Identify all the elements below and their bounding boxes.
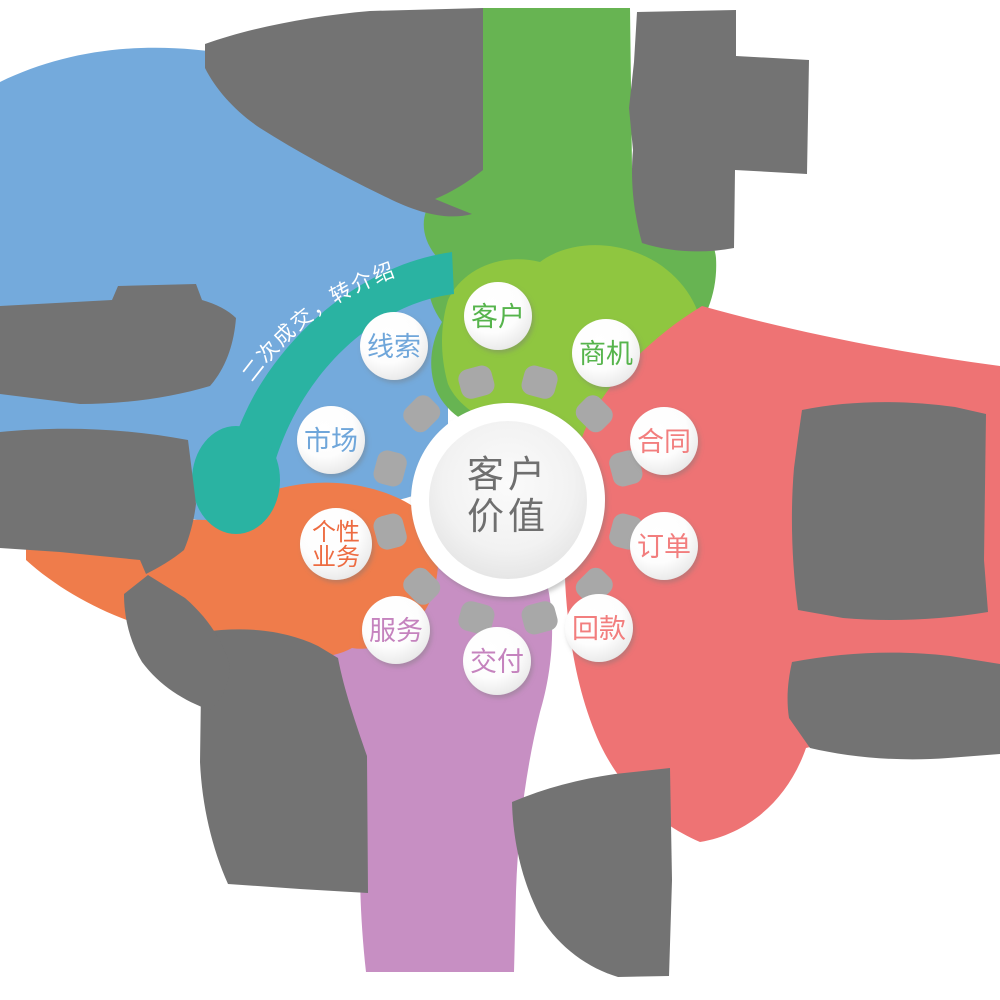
redacted-blob-bottom-left xyxy=(200,629,368,893)
gear-tooth xyxy=(403,395,441,433)
node-label-line2: 业务 xyxy=(312,543,360,571)
node-hetong: 合同 xyxy=(630,407,698,475)
redacted-text-blobs xyxy=(0,8,1000,977)
node-shichang: 市场 xyxy=(297,406,365,474)
node-bubble-circle xyxy=(463,627,531,695)
node-bubble-circle xyxy=(565,594,633,662)
node-bubble-circle xyxy=(360,312,428,380)
redacted-blob-right-lower xyxy=(787,652,1000,760)
node-jiaofu: 交付 xyxy=(463,627,531,695)
node-label: 服务 xyxy=(369,616,423,647)
redacted-blob-bottom-right xyxy=(512,768,672,977)
redacted-blob-right-upper xyxy=(791,402,988,620)
gear-tooth xyxy=(458,365,495,399)
redacted-blob-left-mid xyxy=(0,428,196,574)
node-huikuan: 回款 xyxy=(565,594,633,662)
node-bubble-circle xyxy=(297,406,365,474)
gear-tooth xyxy=(373,450,407,487)
center-circle xyxy=(429,421,587,579)
node-bubbles: 客户 商机 线索 市场 合同 订单 回款 交付 xyxy=(297,282,698,695)
node-xiansuo: 线索 xyxy=(360,312,428,380)
gear-tooth xyxy=(373,513,407,550)
gear-tooth xyxy=(609,450,643,487)
gear-tooth xyxy=(403,567,441,605)
node-label: 回款 xyxy=(572,614,626,645)
node-kehu: 客户 xyxy=(464,282,532,350)
referral-arc xyxy=(192,252,454,534)
node-bubble-circle xyxy=(572,319,640,387)
node-fuwu: 服务 xyxy=(362,596,430,664)
node-label: 合同 xyxy=(637,427,691,458)
node-shangji: 商机 xyxy=(572,319,640,387)
gear-tooth xyxy=(521,601,558,635)
node-bubble-circle xyxy=(464,282,532,350)
gear-tooth xyxy=(458,601,495,635)
node-label-line1: 个性 xyxy=(312,518,360,546)
redacted-blob-top-right xyxy=(629,10,809,252)
gear-tooth xyxy=(575,395,613,433)
redacted-blob-top-left xyxy=(205,8,483,217)
referral-arc-end-blob xyxy=(192,426,280,534)
gear-tooth xyxy=(521,365,558,399)
node-bubble-circle xyxy=(630,512,698,580)
redacted-blob-left-mid-tail xyxy=(124,575,230,710)
center-label-line1: 客户 xyxy=(467,453,549,496)
node-dingdan: 订单 xyxy=(630,512,698,580)
node-label: 市场 xyxy=(304,426,358,457)
node-label: 商机 xyxy=(579,339,633,370)
redacted-blob-left-upper xyxy=(0,284,236,404)
center-gear: 客户 价值 xyxy=(373,365,643,635)
node-gexing-yewu: 个性 业务 xyxy=(300,508,372,580)
node-label: 客户 xyxy=(471,302,525,333)
node-label: 订单 xyxy=(637,532,691,563)
node-label: 交付 xyxy=(470,647,524,678)
center-label-line2: 价值 xyxy=(467,495,549,538)
node-label: 线索 xyxy=(367,332,421,363)
node-bubble-circle xyxy=(300,508,372,580)
node-bubble-circle xyxy=(630,407,698,475)
node-bubble-circle xyxy=(362,596,430,664)
gear-teeth xyxy=(373,365,643,635)
